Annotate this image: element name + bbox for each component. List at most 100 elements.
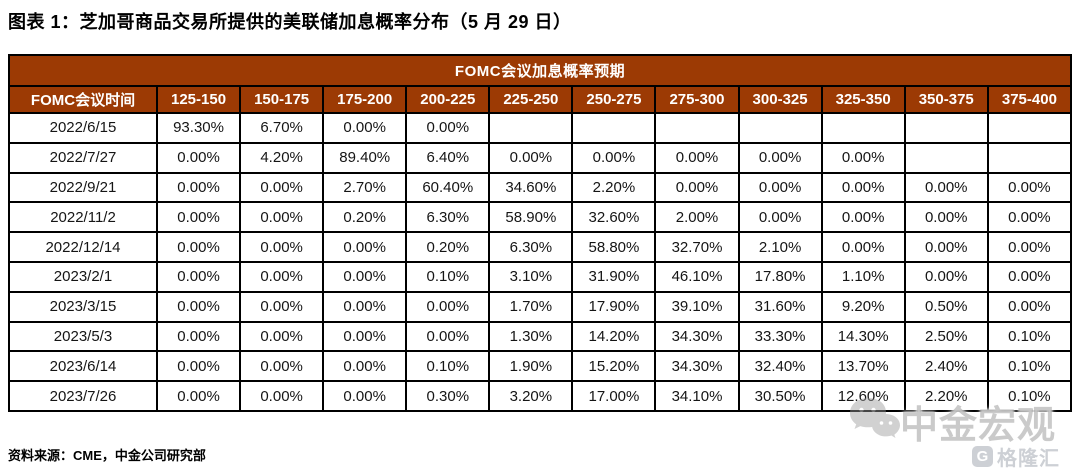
prob-cell: 0.00%	[903, 231, 989, 263]
prob-cell: 0.00%	[820, 171, 906, 204]
prob-cell: 0.00%	[405, 112, 491, 144]
prob-cell: 0.00%	[322, 260, 408, 293]
prob-cell: 0.00%	[986, 201, 1073, 234]
table-row: 2022/11/2 0.00% 0.00% 0.20% 6.30% 58.90% 32.60…	[8, 201, 1073, 234]
prob-cell: 31.60%	[737, 290, 823, 323]
prob-cell: 0.00%	[155, 320, 242, 353]
prob-cell: 0.00%	[986, 171, 1073, 204]
prob-cell: 14.30%	[820, 320, 906, 353]
prob-cell: 30.50%	[737, 380, 823, 412]
table-row: 2023/2/1 0.00% 0.00% 0.00% 0.10% 3.10% 31.90% 4…	[8, 260, 1073, 293]
prob-cell: 9.20%	[820, 290, 906, 323]
prob-cell	[903, 112, 989, 144]
table-row: 2022/7/27 0.00% 4.20% 89.40% 6.40% 0.00% 0.00%…	[8, 141, 1073, 174]
prob-cell: 32.40%	[737, 350, 823, 383]
prob-cell	[737, 112, 823, 144]
column-header-row: FOMC会议时间 125-150 150-175 175-200 200-225 225-…	[8, 85, 1073, 114]
prob-cell: 15.20%	[571, 350, 657, 383]
table-row: 2023/5/3 0.00% 0.00% 0.00% 0.00% 1.30% 14.20% 3…	[8, 320, 1073, 353]
table-band-row: FOMC会议加息概率预期	[8, 54, 1072, 87]
source-note: 资料来源：CME，中金公司研究部	[8, 448, 206, 463]
prob-cell: 0.00%	[239, 260, 325, 293]
prob-cell	[820, 112, 906, 144]
prob-cell: 0.50%	[903, 290, 989, 323]
date-cell: 2023/7/26	[8, 380, 158, 412]
prob-cell: 0.00%	[155, 201, 242, 234]
prob-cell: 0.00%	[155, 380, 242, 412]
prob-cell: 2.10%	[737, 231, 823, 263]
date-cell: 2022/6/15	[8, 112, 158, 144]
prob-cell: 0.00%	[322, 380, 408, 412]
prob-cell: 0.00%	[820, 231, 906, 263]
prob-cell: 0.10%	[405, 350, 491, 383]
prob-cell: 0.00%	[571, 141, 657, 174]
prob-cell: 0.00%	[239, 290, 325, 323]
prob-cell: 6.70%	[239, 112, 325, 144]
prob-cell: 58.80%	[571, 231, 657, 263]
prob-cell: 0.00%	[155, 350, 242, 383]
prob-cell: 58.90%	[488, 201, 574, 234]
prob-cell: 34.60%	[488, 171, 574, 204]
prob-cell: 2.20%	[571, 171, 657, 204]
date-cell: 2023/3/15	[8, 290, 158, 323]
prob-cell: 1.90%	[488, 350, 574, 383]
prob-cell: 0.10%	[986, 320, 1073, 353]
prob-cell: 0.00%	[322, 290, 408, 323]
prob-cell	[986, 112, 1073, 144]
prob-cell: 0.00%	[737, 201, 823, 234]
prob-cell: 17.80%	[737, 260, 823, 293]
prob-cell: 0.00%	[239, 201, 325, 234]
prob-cell: 46.10%	[654, 260, 740, 293]
prob-cell: 0.20%	[405, 231, 491, 263]
figure-title: 图表 1：芝加哥商品交易所提供的美联储加息概率分布（5 月 29 日）	[8, 12, 572, 32]
prob-cell: 0.00%	[155, 290, 242, 323]
prob-cell	[903, 141, 989, 174]
prob-cell: 34.30%	[654, 350, 740, 383]
date-cell: 2023/5/3	[8, 320, 158, 353]
rate-range-column-header: 200-225	[405, 85, 491, 114]
date-cell: 2022/12/14	[8, 231, 158, 263]
prob-cell: 1.70%	[488, 290, 574, 323]
prob-cell: 0.00%	[488, 141, 574, 174]
prob-cell: 1.30%	[488, 320, 574, 353]
prob-cell: 34.30%	[654, 320, 740, 353]
prob-cell: 0.00%	[155, 231, 242, 263]
prob-cell: 0.20%	[322, 201, 408, 234]
prob-cell: 0.00%	[322, 350, 408, 383]
prob-cell: 2.70%	[322, 171, 408, 204]
prob-cell: 0.00%	[239, 320, 325, 353]
rate-range-column-header: 375-400	[986, 85, 1073, 114]
prob-cell: 0.00%	[155, 171, 242, 204]
prob-cell: 0.00%	[239, 380, 325, 412]
prob-cell	[986, 141, 1073, 174]
table-row: 2023/3/15 0.00% 0.00% 0.00% 0.00% 1.70% 17.90%…	[8, 290, 1073, 323]
prob-cell: 32.70%	[654, 231, 740, 263]
prob-cell: 6.40%	[405, 141, 491, 174]
prob-cell: 0.00%	[239, 171, 325, 204]
prob-cell: 3.20%	[488, 380, 574, 412]
date-cell: 2023/2/1	[8, 260, 158, 293]
rate-range-column-header: 125-150	[155, 85, 242, 114]
prob-cell: 0.10%	[986, 380, 1073, 412]
prob-cell: 6.30%	[405, 201, 491, 234]
prob-cell: 0.10%	[986, 350, 1073, 383]
prob-cell: 0.00%	[405, 290, 491, 323]
prob-cell: 2.40%	[903, 350, 989, 383]
prob-cell: 0.00%	[155, 141, 242, 174]
date-cell: 2023/6/14	[8, 350, 158, 383]
prob-cell: 4.20%	[239, 141, 325, 174]
prob-cell: 39.10%	[654, 290, 740, 323]
prob-cell	[654, 112, 740, 144]
rate-range-column-header: 300-325	[737, 85, 823, 114]
prob-cell: 0.00%	[239, 350, 325, 383]
prob-cell: 3.10%	[488, 260, 574, 293]
prob-cell: 0.00%	[322, 231, 408, 263]
rate-range-column-header: 225-250	[488, 85, 574, 114]
prob-cell: 0.10%	[405, 260, 491, 293]
prob-cell: 33.30%	[737, 320, 823, 353]
date-cell: 2022/11/2	[8, 201, 158, 234]
prob-cell: 0.00%	[737, 171, 823, 204]
prob-cell: 2.50%	[903, 320, 989, 353]
date-cell: 2022/9/21	[8, 171, 158, 204]
prob-cell: 17.00%	[571, 380, 657, 412]
